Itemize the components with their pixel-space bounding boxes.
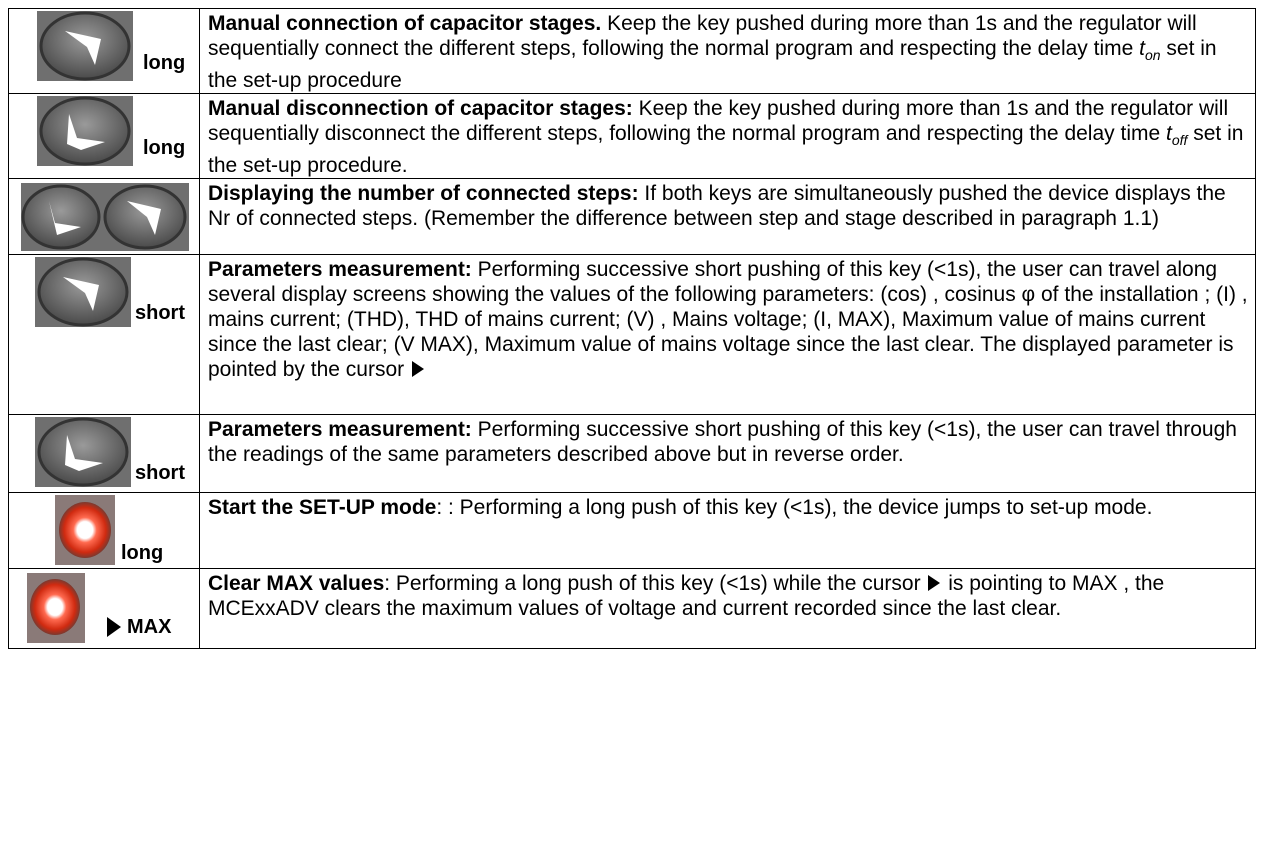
key-table: long Manual connection of capacitor stag… xyxy=(8,7,1256,650)
key-cell: short xyxy=(8,254,200,416)
key-cell: long xyxy=(8,93,200,180)
text: Performing successive short pushing of t… xyxy=(208,418,1237,467)
desc-cell: Parameters measurement: Performing succe… xyxy=(199,254,1256,416)
desc-cell: Manual disconnection of capacitor stages… xyxy=(199,93,1256,180)
desc-cell: Displaying the number of connected steps… xyxy=(199,178,1256,256)
key-icon xyxy=(27,573,121,644)
desc-cell: Start the SET-UP mode: : Performing a lo… xyxy=(199,492,1256,570)
text: Performing successive short pushing of t… xyxy=(208,258,1248,382)
key-icon xyxy=(37,96,133,167)
text: : : Performing a long push of this key (… xyxy=(436,496,1153,520)
row: long Manual connection of capacitor stag… xyxy=(8,7,1256,95)
key-cell: long xyxy=(8,492,200,570)
key-icon xyxy=(35,417,131,488)
row: Displaying the number of connected steps… xyxy=(8,178,1256,256)
title: Parameters measurement: xyxy=(208,258,472,282)
key-icon xyxy=(35,257,131,328)
key-cell: MAX xyxy=(8,568,200,650)
var: t xyxy=(1139,37,1145,60)
row: long Manual disconnection of capacitor s… xyxy=(8,93,1256,180)
row: long Start the SET-UP mode: : Performing… xyxy=(8,492,1256,570)
key-label: short xyxy=(135,462,185,485)
key-label: short xyxy=(135,302,185,325)
cursor-icon xyxy=(928,575,941,592)
text: : Performing a long push of this key (<1… xyxy=(384,572,927,596)
key-icon xyxy=(21,183,189,252)
key-cell xyxy=(8,178,200,256)
row: short Parameters measurement: Performing… xyxy=(8,414,1256,494)
key-icon xyxy=(37,11,133,81)
title: Clear MAX values xyxy=(208,572,385,596)
text: set in the set-up procedure xyxy=(208,37,1217,93)
row: MAX Clear MAX values: Performing a long … xyxy=(8,568,1256,650)
sub: on xyxy=(1145,47,1161,64)
key-label: MAX xyxy=(127,616,172,639)
key-label: long xyxy=(143,52,186,74)
text: is pointing to MAX , the MCExxADV clears… xyxy=(208,572,1165,621)
desc-cell: Parameters measurement: Performing succe… xyxy=(199,414,1256,494)
title: Parameters measurement: xyxy=(208,418,472,442)
cursor-icon xyxy=(411,361,424,378)
text: Keep the key pushed during more than 1s … xyxy=(208,97,1229,146)
title: Start the SET-UP mode xyxy=(208,496,437,520)
key-icon xyxy=(55,495,115,566)
text: Keep the key pushed during more than 1s … xyxy=(208,12,1197,60)
title: Manual disconnection of capacitor stages… xyxy=(208,97,633,121)
desc-cell: Clear MAX values: Performing a long push… xyxy=(199,568,1256,650)
key-label: long xyxy=(143,137,186,160)
text: If both keys are simultaneously pushed t… xyxy=(208,182,1226,231)
key-label: long xyxy=(121,542,164,565)
var: t xyxy=(1166,122,1172,146)
desc-cell: Manual connection of capacitor stages. K… xyxy=(199,7,1256,95)
row: short Parameters measurement: Performing… xyxy=(8,254,1256,416)
key-cell: short xyxy=(8,414,200,494)
title: Displaying the number of connected steps… xyxy=(208,182,639,206)
title: Manual connection of capacitor stages. xyxy=(208,12,602,35)
sub: off xyxy=(1171,132,1188,149)
key-cell: long xyxy=(8,7,200,95)
text: set in the set-up procedure. xyxy=(208,122,1244,178)
